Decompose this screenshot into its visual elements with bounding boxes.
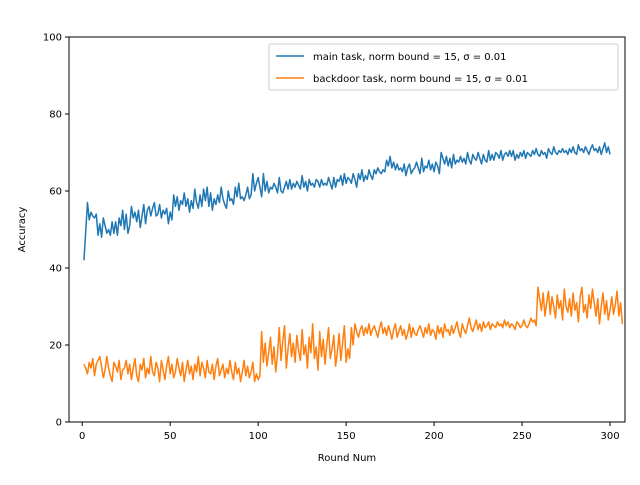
x-tick-label: 0 — [79, 431, 85, 442]
x-tick-label: 300 — [600, 431, 619, 442]
y-tick-label: 40 — [49, 264, 62, 275]
series-line-backdoor-task — [83, 286, 624, 383]
x-tick-label: 200 — [425, 431, 444, 442]
y-axis-label: Accuracy — [17, 207, 28, 253]
y-tick-label: 60 — [49, 187, 62, 198]
x-tick-label: 250 — [513, 431, 532, 442]
legend-entry-backdoor-task: backdoor task, norm bound = 15, σ = 0.01 — [313, 74, 528, 85]
y-tick-label: 100 — [43, 33, 62, 44]
y-tick-label: 0 — [56, 418, 62, 429]
y-axis-ticks: 0 20 40 60 80 100 — [43, 33, 69, 429]
x-tick-label: 100 — [249, 431, 268, 442]
legend-box — [268, 43, 619, 91]
y-tick-label: 20 — [49, 341, 62, 352]
legend: main task, norm bound = 15, σ = 0.01 bac… — [268, 43, 619, 91]
plot-lines — [83, 142, 624, 383]
x-axis-ticks: 0 50 100 150 200 250 300 — [79, 422, 620, 442]
x-tick-label: 50 — [164, 431, 177, 442]
x-tick-label: 150 — [337, 431, 356, 442]
y-tick-label: 80 — [49, 110, 62, 121]
legend-entry-main-task: main task, norm bound = 15, σ = 0.01 — [313, 52, 507, 63]
axes-frame — [68, 36, 626, 423]
series-line-main-task — [83, 142, 611, 261]
x-axis-label: Round Num — [318, 453, 376, 464]
